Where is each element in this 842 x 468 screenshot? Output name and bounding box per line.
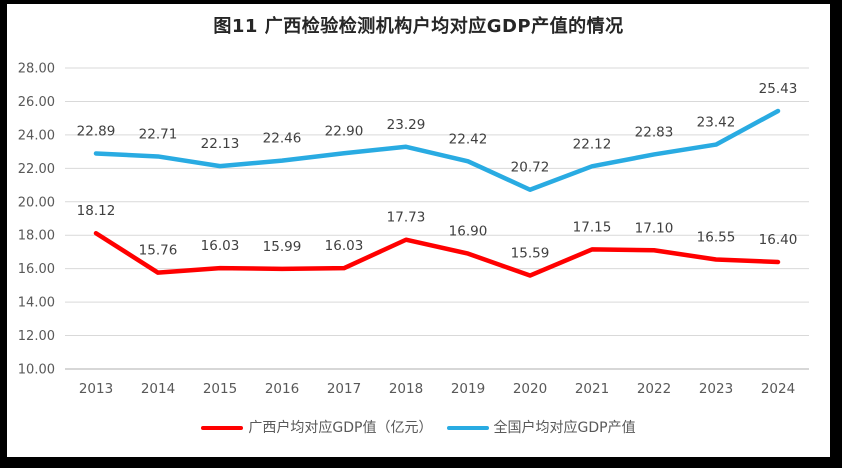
x-axis-tick-label: 2013	[79, 381, 113, 397]
data-label-series-1: 22.71	[139, 126, 178, 142]
data-label-series-0: 15.76	[139, 243, 178, 259]
data-label-series-0: 17.15	[573, 219, 612, 235]
x-axis-tick-label: 2024	[761, 381, 795, 397]
legend-label-guangxi: 广西户均对应GDP值（亿元）	[248, 420, 433, 436]
data-label-series-1: 20.72	[511, 160, 550, 176]
y-axis-tick-label: 22.00	[18, 162, 55, 177]
data-label-series-0: 18.12	[77, 203, 116, 219]
y-axis-tick-label: 12.00	[18, 329, 55, 344]
data-label-series-0: 17.73	[387, 210, 426, 226]
data-label-series-1: 23.29	[387, 117, 426, 133]
chart-canvas: 图11 广西检验检测机构户均对应GDP产值的情况 10.00 12.00 14.00…	[7, 4, 830, 457]
series-line-0	[93, 230, 781, 278]
data-label-series-0: 15.99	[263, 239, 302, 255]
legend-item-guangxi: 广西户均对应GDP值（亿元）	[201, 418, 433, 438]
x-axis-tick-label: 2015	[203, 381, 237, 397]
y-axis-tick-label: 10.00	[18, 363, 55, 378]
x-axis-tick-label: 2019	[451, 381, 485, 397]
y-axis-tick-label: 28.00	[18, 62, 55, 77]
series-line-1	[93, 108, 781, 192]
data-label-series-0: 17.10	[635, 220, 674, 236]
chart-legend: 广西户均对应GDP值（亿元） 全国户均对应GDP产值	[7, 418, 830, 438]
data-label-series-0: 16.03	[201, 238, 240, 254]
y-axis-tick-label: 18.00	[18, 229, 55, 244]
data-label-series-1: 22.46	[263, 131, 302, 147]
data-label-series-0: 16.40	[759, 232, 798, 248]
data-label-series-1: 22.42	[449, 131, 488, 147]
plot-svg: 10.00 12.00 14.00 16.00 18.00 20.00 22.00 24.00…	[18, 62, 809, 397]
legend-label-national: 全国户均对应GDP产值	[493, 420, 636, 436]
legend-line-sample-national	[446, 426, 489, 430]
x-axis-tick-label: 2018	[389, 381, 423, 397]
x-axis-tick-label: 2022	[637, 381, 671, 397]
legend-item-national: 全国户均对应GDP产值	[446, 418, 636, 438]
data-label-series-1: 25.43	[759, 81, 798, 97]
legend-line-sample-guangxi	[201, 426, 244, 430]
data-label-series-1: 22.83	[635, 124, 674, 140]
x-axis-tick-label: 2021	[575, 381, 609, 397]
x-axis-tick-label: 2020	[513, 381, 547, 397]
x-axis-tick-label: 2017	[327, 381, 361, 397]
data-label-series-1: 22.13	[201, 136, 240, 152]
y-axis-tick-label: 20.00	[18, 195, 55, 210]
y-axis-tick-label: 24.00	[18, 128, 55, 143]
x-axis-tick-label: 2014	[141, 381, 175, 397]
data-label-series-1: 22.12	[573, 136, 612, 152]
data-label-series-1: 23.42	[697, 115, 736, 131]
data-label-series-1: 22.89	[77, 123, 116, 139]
y-axis-tick-label: 14.00	[18, 296, 55, 311]
data-label-series-0: 16.90	[449, 224, 488, 240]
data-label-series-0: 15.59	[511, 246, 550, 262]
data-label-series-0: 16.03	[325, 238, 364, 254]
chart-title: 图11 广西检验检测机构户均对应GDP产值的情况	[213, 16, 624, 37]
x-axis-tick-label: 2023	[699, 381, 733, 397]
data-label-series-1: 22.90	[325, 123, 364, 139]
x-axis-tick-label: 2016	[265, 381, 299, 397]
data-label-series-0: 16.55	[697, 229, 736, 245]
y-axis-tick-label: 26.00	[18, 95, 55, 110]
y-axis-tick-label: 16.00	[18, 262, 55, 277]
